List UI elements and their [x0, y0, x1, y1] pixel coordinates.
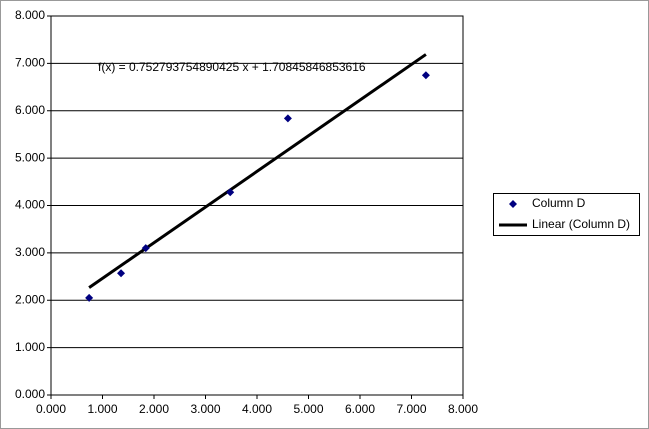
y-tick-label: 2.000	[15, 292, 45, 306]
point	[283, 114, 292, 123]
x-tick-label: 2.000	[139, 402, 169, 416]
x-tick-label: 3.000	[190, 402, 220, 416]
point	[226, 188, 235, 197]
x-tick-label: 4.000	[242, 402, 272, 416]
x-tick-label: 0.000	[36, 402, 66, 416]
point	[141, 244, 150, 253]
y-tick-label: 1.000	[15, 340, 45, 354]
y-tick-label: 4.000	[15, 198, 45, 212]
y-tick-label: 7.000	[15, 56, 45, 70]
legend-marker	[509, 200, 517, 208]
x-tick-label: 5.000	[293, 402, 323, 416]
y-tick-label: 8.000	[15, 8, 45, 22]
x-tick-label: 8.000	[448, 402, 478, 416]
point	[117, 269, 126, 278]
point	[421, 71, 430, 80]
legend-label: Linear (Column D)	[532, 217, 630, 231]
y-tick-label: 5.000	[15, 150, 45, 164]
x-tick-label: 7.000	[396, 402, 426, 416]
legend-label: Column D	[532, 196, 586, 210]
legend-box	[493, 193, 640, 236]
x-tick-label: 6.000	[345, 402, 375, 416]
y-tick-label: 0.000	[15, 387, 45, 401]
x-tick-label: 1.000	[87, 402, 117, 416]
y-tick-label: 3.000	[15, 245, 45, 259]
point	[85, 293, 94, 302]
trendline-equation: f(x) = 0.752793754890425 x + 1.708458468…	[98, 60, 366, 74]
y-tick-label: 6.000	[15, 103, 45, 117]
